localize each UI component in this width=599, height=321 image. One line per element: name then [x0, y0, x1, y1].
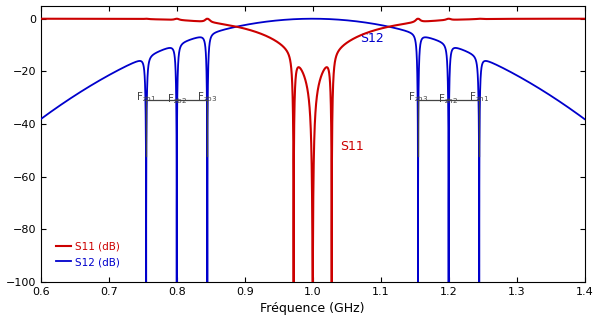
- Text: $\mathregular{F_{zh3}}$: $\mathregular{F_{zh3}}$: [408, 91, 428, 104]
- Text: $\mathregular{F_{zb2}}$: $\mathregular{F_{zb2}}$: [167, 92, 187, 106]
- Text: $\mathregular{F_{zh1}}$: $\mathregular{F_{zh1}}$: [469, 91, 489, 104]
- Text: $\mathregular{F_{zb3}}$: $\mathregular{F_{zb3}}$: [197, 91, 217, 104]
- Text: $\mathregular{F_{zh2}}$: $\mathregular{F_{zh2}}$: [438, 92, 459, 106]
- Text: $\mathregular{F_{zb1}}$: $\mathregular{F_{zb1}}$: [136, 91, 156, 104]
- Text: S11: S11: [340, 140, 364, 153]
- Legend: S11 (dB), S12 (dB): S11 (dB), S12 (dB): [52, 238, 125, 271]
- Text: S12: S12: [360, 32, 384, 45]
- X-axis label: Fréquence (GHz): Fréquence (GHz): [261, 302, 365, 316]
